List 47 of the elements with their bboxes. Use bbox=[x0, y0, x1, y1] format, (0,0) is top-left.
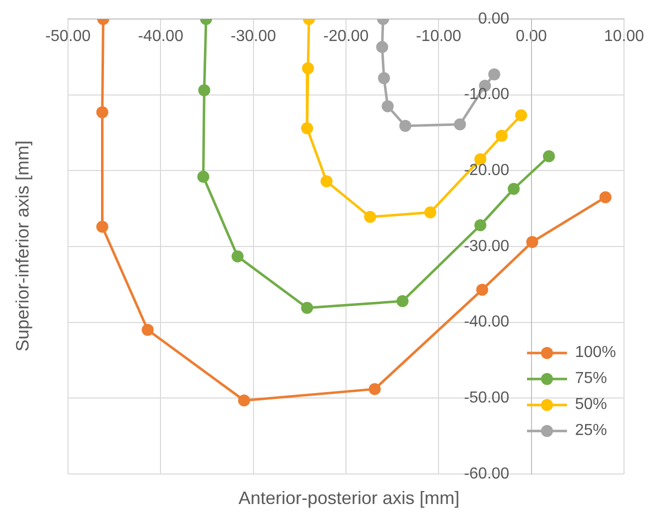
point bbox=[542, 150, 555, 162]
point bbox=[232, 250, 244, 262]
x-axis-title: Anterior-posterior axis [mm] bbox=[237, 488, 461, 509]
point bbox=[198, 84, 210, 96]
legend-label: 100% bbox=[575, 344, 616, 362]
point bbox=[197, 170, 210, 183]
point bbox=[302, 62, 314, 74]
point bbox=[142, 324, 154, 336]
point bbox=[508, 182, 520, 195]
y-tick-label: 0.00 bbox=[478, 10, 510, 28]
y-axis-title: Superior-inferior axis [mm] bbox=[12, 140, 34, 352]
point bbox=[378, 72, 390, 84]
point bbox=[488, 68, 500, 80]
y-tick-label: -10.00 bbox=[464, 86, 510, 104]
legend-label: 75% bbox=[575, 370, 608, 388]
legend-label: 25% bbox=[575, 422, 608, 440]
point bbox=[599, 191, 612, 204]
point bbox=[476, 284, 488, 296]
y-tick-label: -30.00 bbox=[464, 238, 510, 255]
x-tick-label: -30.00 bbox=[230, 28, 276, 46]
x-tick-label: -10.00 bbox=[416, 28, 462, 46]
x-tick-label: -40.00 bbox=[138, 28, 184, 46]
point bbox=[496, 130, 508, 142]
legend-label: 50% bbox=[575, 396, 608, 414]
point bbox=[454, 118, 466, 130]
point bbox=[515, 109, 528, 122]
point bbox=[320, 175, 333, 188]
point bbox=[238, 394, 250, 406]
y-tick-label: -40.00 bbox=[464, 314, 510, 331]
point bbox=[301, 302, 314, 314]
point bbox=[96, 220, 108, 233]
x-tick-label: -20.00 bbox=[323, 28, 369, 46]
point bbox=[364, 210, 376, 223]
y-tick-label: -50.00 bbox=[464, 390, 510, 407]
point bbox=[376, 41, 388, 54]
point bbox=[424, 206, 436, 218]
point bbox=[399, 120, 412, 132]
point bbox=[382, 100, 394, 112]
point bbox=[301, 122, 314, 134]
y-tick-label: -60.00 bbox=[464, 465, 510, 482]
x-tick-label: -50.00 bbox=[45, 28, 91, 46]
point bbox=[474, 219, 486, 232]
x-tick-label: 10.00 bbox=[604, 28, 644, 46]
point bbox=[96, 106, 108, 118]
point bbox=[368, 383, 381, 396]
point bbox=[526, 236, 538, 248]
point bbox=[396, 295, 409, 308]
